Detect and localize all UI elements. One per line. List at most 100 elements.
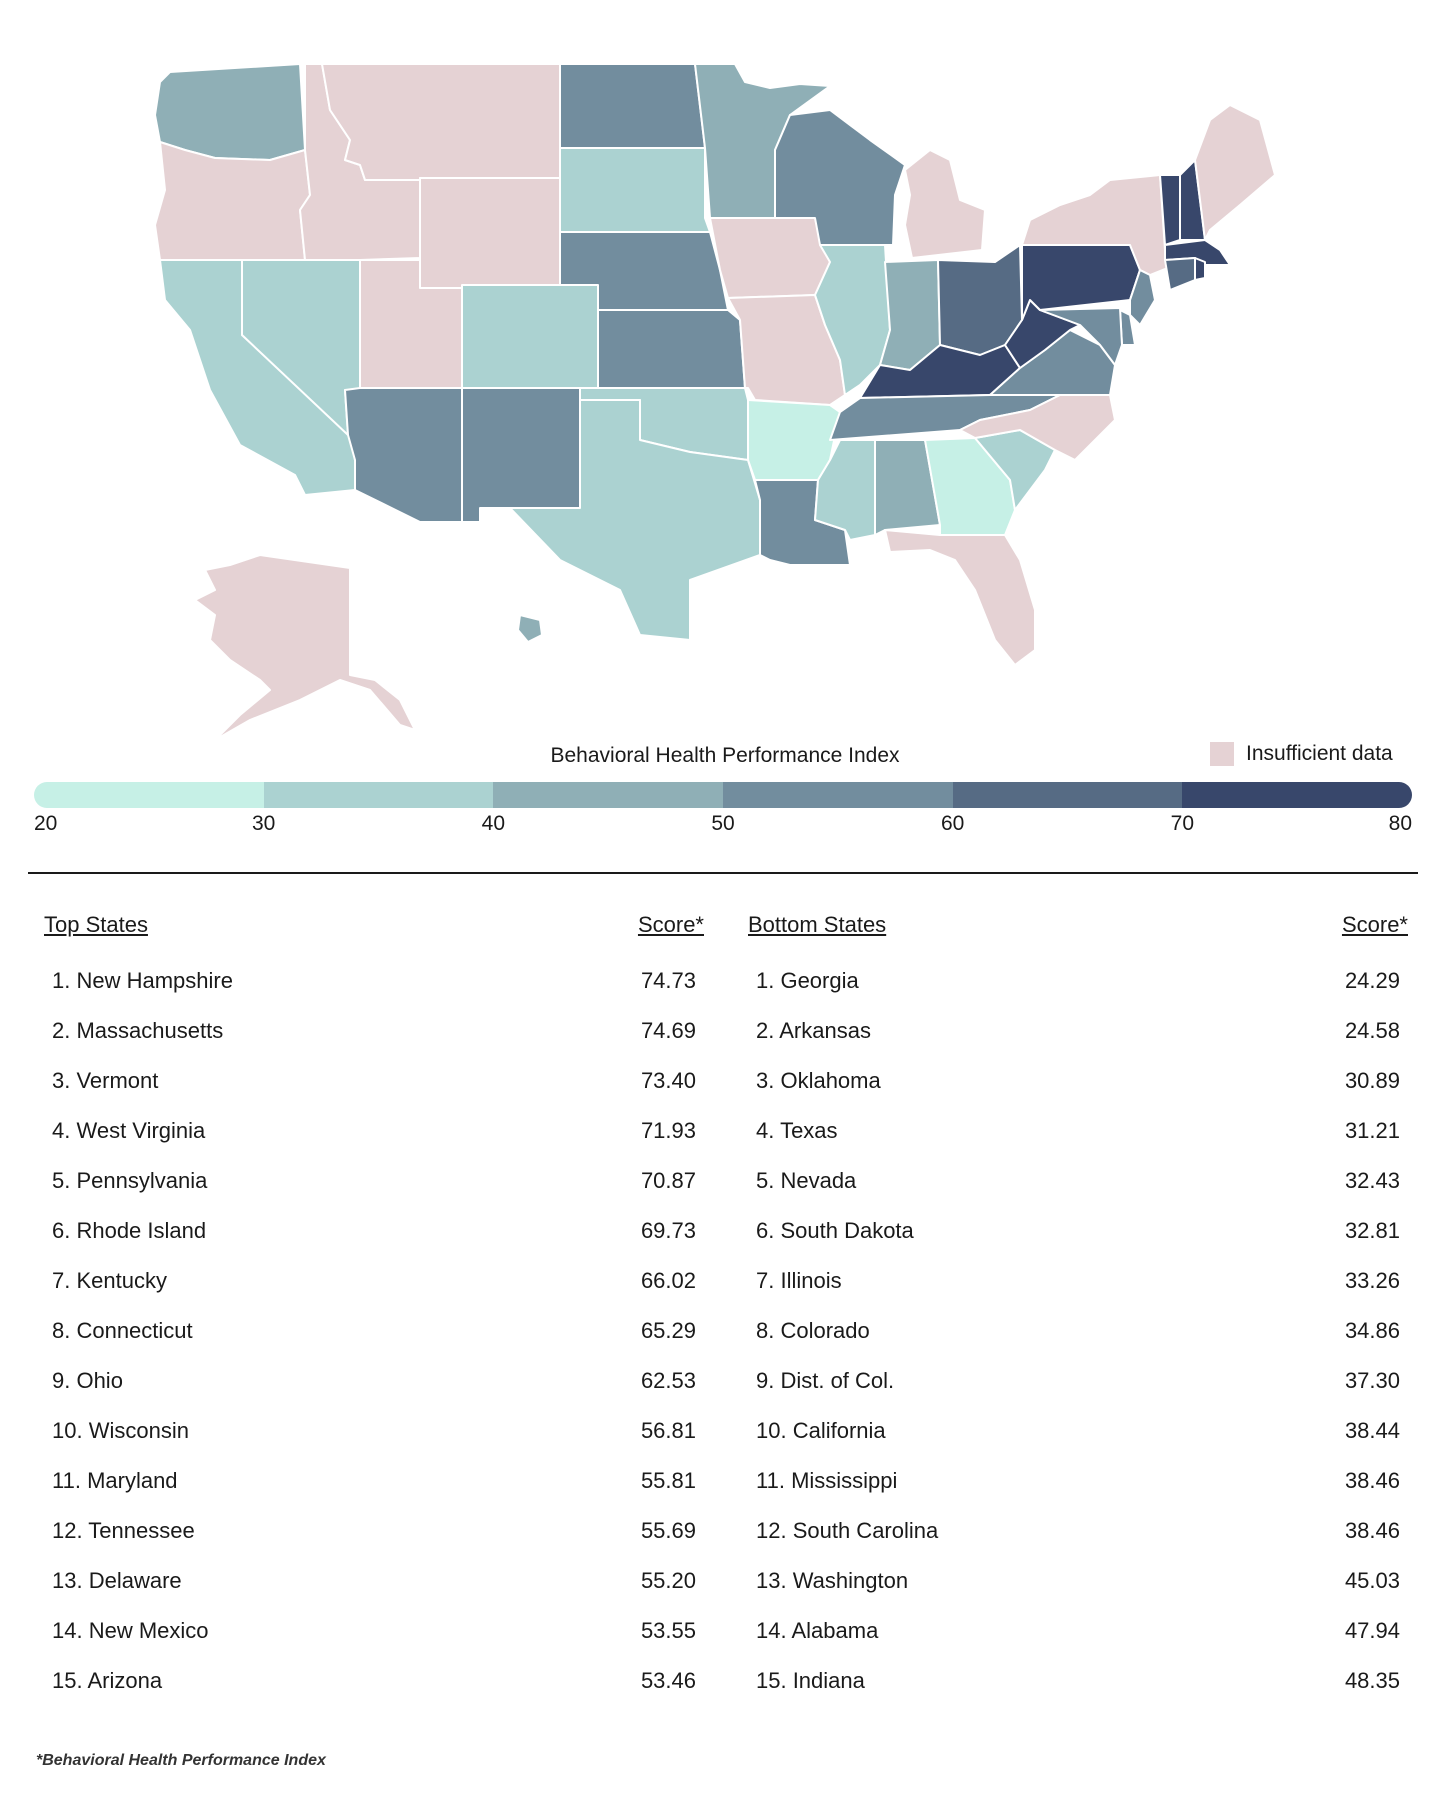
state-score: 69.73 [640,1218,696,1243]
us-states-map [154,63,1276,741]
state-rank-label: 13. Delaware [52,1568,182,1593]
state-TX [509,399,761,641]
scale-bin-4 [952,782,1183,808]
state-OR [154,141,311,261]
state-rank-label: 7. Illinois [756,1268,842,1293]
state-AZ [344,387,463,523]
table-row: 9. Dist. of Col. 37.30 [748,1356,1408,1406]
state-score: 74.73 [640,968,696,993]
scale-bin-3 [723,782,953,808]
state-rank-label: 11. Mississippi [756,1468,898,1493]
state-score: 32.43 [1344,1168,1400,1193]
state-score: 55.81 [640,1468,696,1493]
state-MT [321,63,561,181]
state-SD [559,147,711,233]
state-score: 55.20 [640,1568,696,1593]
state-rank-label: 6. South Dakota [756,1218,914,1243]
state-score: 37.30 [1344,1368,1400,1393]
color-scale-ticks: 20 30 40 50 60 70 80 [34,812,1412,842]
state-score: 55.69 [640,1518,696,1543]
table-row: 9. Ohio 62.53 [44,1356,704,1406]
state-MI [904,149,986,259]
scale-tick-label: 30 [251,812,276,835]
insufficient-data-label: Insufficient data [1246,742,1393,765]
state-MN [694,63,831,219]
state-score: 66.02 [640,1268,696,1293]
state-KS [597,309,746,389]
state-rank-label: 1. Georgia [756,968,859,993]
state-rank-label: 14. Alabama [756,1618,879,1643]
state-score: 45.03 [1344,1568,1400,1593]
state-score: 62.53 [640,1368,696,1393]
bottom-score-header: Score* [1341,912,1408,937]
table-row: 2. Massachusetts 74.69 [44,1006,704,1056]
state-rank-label: 10. California [756,1418,886,1443]
state-score: 24.58 [1344,1018,1400,1043]
state-ND [559,63,706,149]
state-AL [874,439,941,536]
scale-tick-label: 40 [481,812,506,835]
state-score: 56.81 [640,1418,696,1443]
state-rank-label: 1. New Hampshire [52,968,233,993]
table-row: 3. Oklahoma 30.89 [748,1056,1408,1106]
state-WY [419,177,561,289]
scale-bin-0 [34,782,264,808]
state-ME [1194,104,1276,241]
state-rank-label: 6. Rhode Island [52,1218,207,1243]
bottom-states-table: Bottom States Score* 1. Georgia 24.29 2. A… [748,912,1408,1706]
top-score-header: Score* [637,912,704,937]
bottom-states-title: Bottom States [748,912,887,937]
table-row: 10. California 38.44 [748,1406,1408,1456]
color-scale-bar [34,782,1412,808]
table-row: 2. Arkansas 24.58 [748,1006,1408,1056]
state-rank-label: 15. Indiana [756,1668,865,1693]
state-AK [194,554,416,741]
state-score: 53.55 [640,1618,696,1643]
state-rank-label: 15. Arizona [52,1668,163,1693]
legend-title: Behavioral Health Performance Index [550,744,900,767]
state-score: 38.44 [1344,1418,1400,1443]
state-rank-label: 7. Kentucky [52,1268,167,1293]
state-rank-label: 12. South Carolina [756,1518,939,1543]
state-HI [517,614,543,643]
state-score: 33.26 [1344,1268,1400,1293]
scale-tick-label: 60 [940,812,965,835]
state-score: 70.87 [640,1168,696,1193]
state-rank-label: 5. Nevada [756,1168,857,1193]
state-rank-label: 5. Pennsylvania [52,1168,208,1193]
state-CT [1164,257,1196,291]
state-rank-label: 10. Wisconsin [52,1418,189,1443]
state-score: 32.81 [1344,1218,1400,1243]
table-row: 6. Rhode Island 69.73 [44,1206,704,1256]
state-rank-label: 4. West Virginia [52,1118,206,1143]
table-row: 4. West Virginia 71.93 [44,1106,704,1156]
table-row: 11. Mississippi 38.46 [748,1456,1408,1506]
state-score: 24.29 [1344,968,1400,993]
table-row: 14. Alabama 47.94 [748,1606,1408,1656]
scale-tick-label: 70 [1170,812,1195,835]
scale-tick-label: 50 [711,812,735,835]
state-score: 74.69 [640,1018,696,1043]
divider [28,872,1418,874]
table-row: 5. Pennsylvania 70.87 [44,1156,704,1206]
bottom-states-header: Bottom States Score* [748,912,1408,942]
state-score: 48.35 [1344,1668,1400,1693]
table-row: 1. Georgia 24.29 [748,956,1408,1006]
state-rank-label: 8. Colorado [756,1318,870,1343]
state-score: 30.89 [1344,1068,1400,1093]
scale-bin-2 [493,782,724,808]
footnote: *Behavioral Health Performance Index [36,1752,326,1769]
state-rank-label: 2. Arkansas [756,1018,871,1043]
insufficient-data-swatch [1210,742,1234,766]
top-states-title: Top States [44,912,148,937]
state-score: 73.40 [640,1068,696,1093]
table-row: 14. New Mexico 53.55 [44,1606,704,1656]
state-NJ [1129,269,1156,326]
table-row: 8. Colorado 34.86 [748,1306,1408,1356]
table-row: 3. Vermont 73.40 [44,1056,704,1106]
state-score: 47.94 [1344,1618,1400,1643]
state-score: 34.86 [1344,1318,1400,1343]
table-row: 13. Washington 45.03 [748,1556,1408,1606]
table-row: 10. Wisconsin 56.81 [44,1406,704,1456]
state-WI [774,109,906,246]
